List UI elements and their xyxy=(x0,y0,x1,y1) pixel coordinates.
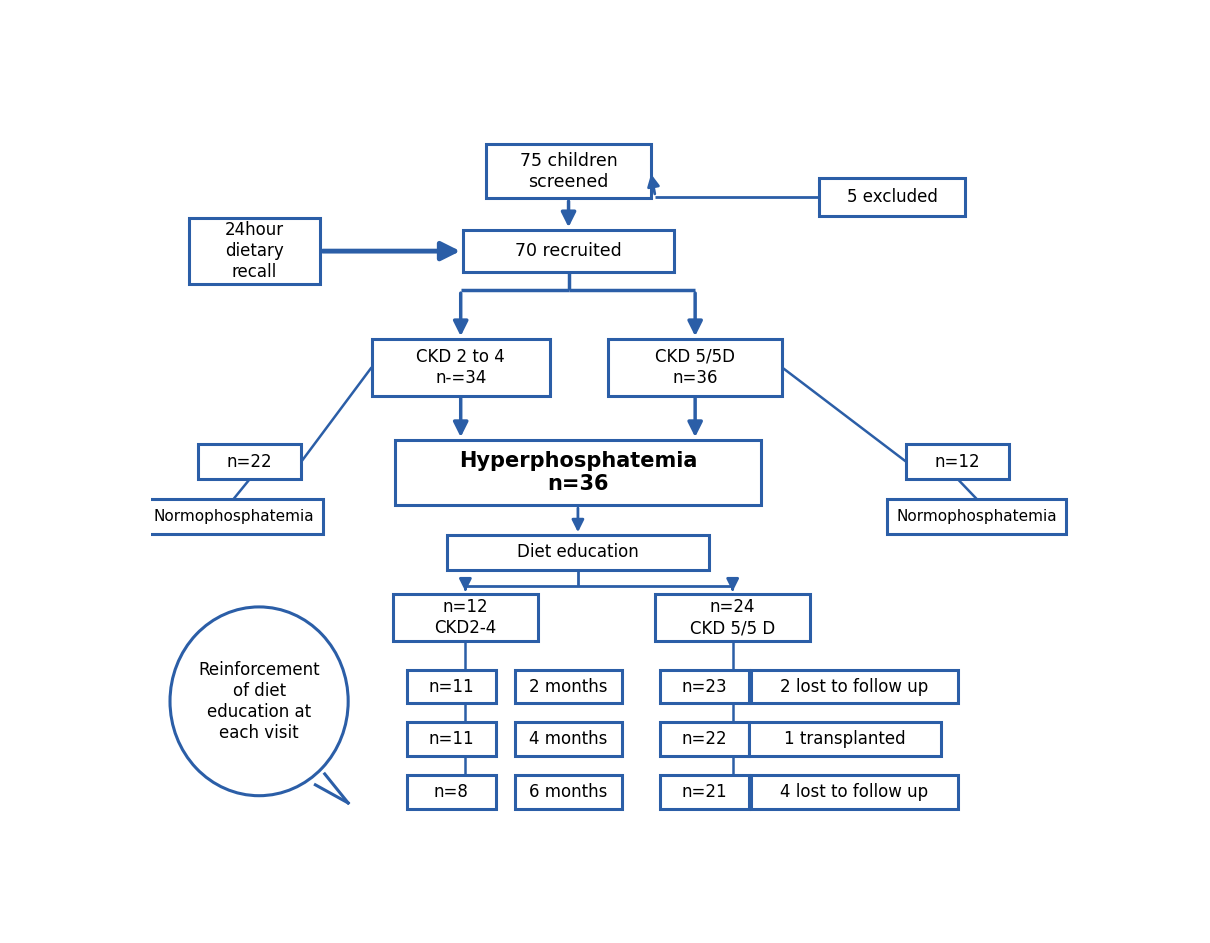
FancyBboxPatch shape xyxy=(463,230,674,273)
Text: n=8: n=8 xyxy=(434,783,468,801)
Text: 1 transplanted: 1 transplanted xyxy=(784,730,906,748)
Text: 6 months: 6 months xyxy=(529,783,607,801)
FancyBboxPatch shape xyxy=(145,499,323,534)
FancyBboxPatch shape xyxy=(394,439,761,505)
FancyBboxPatch shape xyxy=(659,670,749,703)
Text: Normophosphatemia: Normophosphatemia xyxy=(897,508,1056,523)
Text: 2 lost to follow up: 2 lost to follow up xyxy=(780,678,929,696)
FancyBboxPatch shape xyxy=(486,144,651,198)
Text: 70 recruited: 70 recruited xyxy=(515,242,622,260)
FancyBboxPatch shape xyxy=(407,775,496,809)
FancyBboxPatch shape xyxy=(446,535,709,570)
Text: 2 months: 2 months xyxy=(529,678,607,696)
Polygon shape xyxy=(316,774,348,803)
Text: 4 months: 4 months xyxy=(529,730,607,748)
FancyBboxPatch shape xyxy=(393,594,538,641)
Text: n=11: n=11 xyxy=(428,678,474,696)
Text: n=24
CKD 5/5 D: n=24 CKD 5/5 D xyxy=(690,599,776,637)
Text: n=22: n=22 xyxy=(681,730,727,748)
Text: Normophosphatemia: Normophosphatemia xyxy=(154,508,315,523)
Text: Hyperphosphatemia
n=36: Hyperphosphatemia n=36 xyxy=(459,451,697,494)
FancyBboxPatch shape xyxy=(749,722,941,755)
FancyBboxPatch shape xyxy=(189,219,319,284)
Text: 5 excluded: 5 excluded xyxy=(847,188,938,206)
FancyBboxPatch shape xyxy=(751,670,958,703)
FancyBboxPatch shape xyxy=(656,594,809,641)
FancyBboxPatch shape xyxy=(887,499,1066,534)
FancyBboxPatch shape xyxy=(906,444,1009,479)
Text: CKD 2 to 4
n-=34: CKD 2 to 4 n-=34 xyxy=(416,348,505,387)
FancyBboxPatch shape xyxy=(819,178,964,216)
Text: n=21: n=21 xyxy=(681,783,727,801)
Ellipse shape xyxy=(169,607,348,796)
FancyBboxPatch shape xyxy=(609,339,782,396)
Text: n=22: n=22 xyxy=(227,453,272,471)
Text: Reinforcement
of diet
education at
each visit: Reinforcement of diet education at each … xyxy=(198,661,319,741)
FancyBboxPatch shape xyxy=(407,670,496,703)
FancyBboxPatch shape xyxy=(514,722,622,755)
FancyBboxPatch shape xyxy=(659,722,749,755)
Text: 75 children
screened: 75 children screened xyxy=(519,152,617,190)
Text: 24hour
dietary
recall: 24hour dietary recall xyxy=(225,222,284,281)
Text: CKD 5/5D
n=36: CKD 5/5D n=36 xyxy=(655,348,736,387)
FancyBboxPatch shape xyxy=(514,775,622,809)
FancyBboxPatch shape xyxy=(514,670,622,703)
Text: Diet education: Diet education xyxy=(517,543,639,561)
FancyBboxPatch shape xyxy=(371,339,549,396)
Text: n=12: n=12 xyxy=(935,453,980,471)
Text: n=23: n=23 xyxy=(681,678,727,696)
Text: 4 lost to follow up: 4 lost to follow up xyxy=(780,783,928,801)
FancyBboxPatch shape xyxy=(659,775,749,809)
FancyBboxPatch shape xyxy=(751,775,958,809)
Text: n=12
CKD2-4: n=12 CKD2-4 xyxy=(434,599,496,637)
Text: n=11: n=11 xyxy=(428,730,474,748)
FancyBboxPatch shape xyxy=(198,444,301,479)
FancyBboxPatch shape xyxy=(407,722,496,755)
